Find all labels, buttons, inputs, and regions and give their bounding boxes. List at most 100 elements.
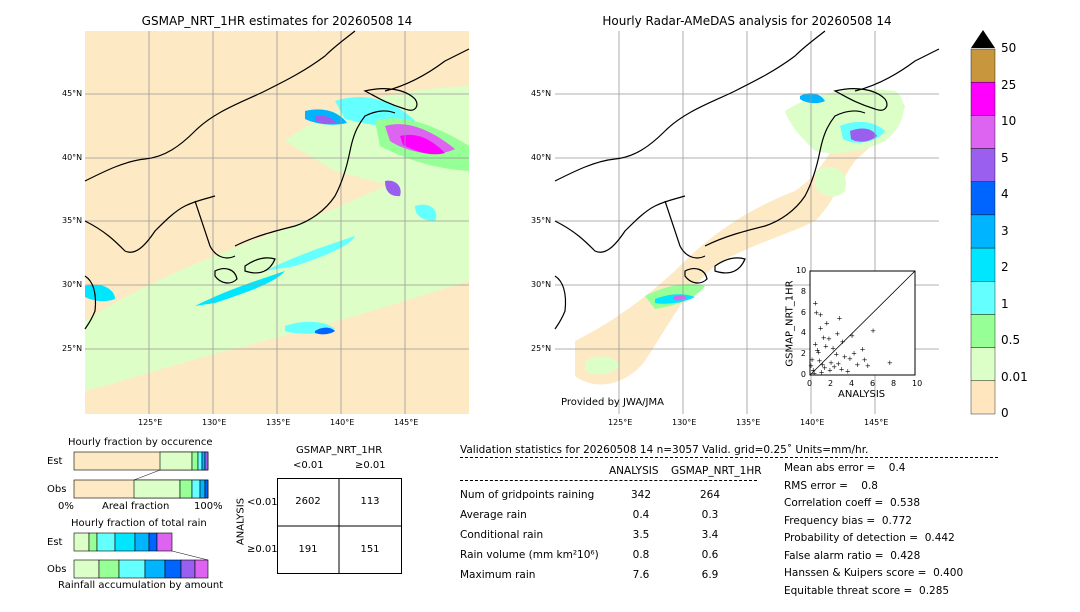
- total-rain-title: Hourly fraction of total rain: [71, 518, 207, 529]
- left-map-grid: [85, 31, 469, 414]
- inset-scatter-ylabel: GSMAP_NRT_1HR: [784, 280, 796, 367]
- validation-cell-label: Rain volume (mm km²10⁶): [460, 549, 599, 561]
- validation-cell-label: Average rain: [460, 509, 527, 521]
- scatter-y-tick: 6: [800, 307, 806, 317]
- colorbar-label: 50: [1001, 41, 1017, 55]
- colorbar-label: 0.5: [1001, 333, 1021, 347]
- scatter-x-tick: 4: [849, 379, 855, 388]
- colorbar-segment: [970, 148, 996, 182]
- occurrence-title: Hourly fraction by occurence: [68, 437, 213, 448]
- scatter-point: +: [834, 330, 840, 338]
- validation-cell-analysis: 0.4: [632, 509, 650, 521]
- scatter-point: +: [819, 368, 825, 376]
- scatter-point: +: [849, 332, 855, 340]
- scatter-point: +: [823, 342, 829, 350]
- scatter-x-tick: 8: [891, 379, 897, 388]
- contingency-col-header-ge: ≥0.01: [355, 460, 386, 471]
- left-map-title: GSMAP_NRT_1HR estimates for 20260508 14: [141, 14, 413, 28]
- colorbar-segment: [970, 181, 996, 216]
- scatter-point: +: [840, 338, 846, 346]
- scatter-x-tick: 0: [807, 379, 813, 388]
- scatter-point: +: [820, 361, 826, 369]
- right-map-title: Hourly Radar-AMeDAS analysis for 2026050…: [602, 14, 892, 28]
- colorbar-segment: [970, 115, 996, 149]
- colorbar-segment: [970, 281, 996, 315]
- scatter-point: +: [835, 360, 841, 368]
- left-lat-label-40: 40°N: [62, 153, 83, 162]
- scatter-x-tick: 2: [828, 379, 834, 388]
- contingency-cell-11: 151: [360, 544, 380, 555]
- validation-cell-gsmap: 3.4: [701, 529, 719, 541]
- scatter-x-tick: 10: [912, 379, 923, 388]
- total-rain-bars: [73, 532, 209, 579]
- validation-col-gsmap: GSMAP_NRT_1HR: [671, 465, 762, 477]
- validation-cell-label: Num of gridpoints raining: [460, 489, 595, 501]
- scatter-point: +: [826, 335, 832, 343]
- validation-score: Frequency bias = 0.772: [784, 514, 912, 527]
- left-lat-label-30: 30°N: [62, 280, 83, 289]
- right-lon-label-140: 140°E: [800, 418, 825, 427]
- occurrence-axis-right: 100%: [194, 501, 223, 512]
- validation-table-rule: [460, 480, 757, 481]
- scatter-diagonal: [809, 270, 916, 376]
- scatter-y-tick: 0: [800, 370, 806, 379]
- scatter-point: +: [810, 366, 816, 374]
- left-map-coastlines: [84, 30, 470, 330]
- scatter-point: +: [824, 320, 830, 328]
- contingency-title: GSMAP_NRT_1HR: [296, 445, 383, 456]
- scatter-point: +: [815, 349, 821, 357]
- left-lon-label-140: 140°E: [330, 418, 355, 427]
- contingency-cell-00: 2602: [295, 496, 321, 507]
- scatter-point: +: [811, 369, 817, 377]
- scatter-point: +: [870, 327, 876, 335]
- contingency-grid: [277, 478, 402, 574]
- scatter-point: +: [812, 340, 818, 348]
- scatter-point: +: [814, 347, 820, 355]
- validation-score: Equitable threat score = 0.285: [784, 584, 950, 597]
- validation-score: Mean abs error = 0.4: [784, 462, 906, 474]
- total-rain-row-obs: Obs: [47, 564, 67, 575]
- scatter-point: +: [821, 334, 827, 342]
- scatter-point: +: [847, 355, 853, 363]
- colorbar-label: 0.01: [1001, 369, 1028, 384]
- validation-cell-analysis: 3.5: [632, 529, 650, 541]
- occurrence-axis-mid: Areal fraction: [102, 501, 170, 512]
- validation-col-analysis: ANALYSIS: [609, 465, 659, 477]
- occurrence-row-est: Est: [47, 456, 63, 467]
- colorbar-label: 0: [1001, 406, 1009, 420]
- scatter-point: +: [845, 367, 851, 375]
- scatter-x-tick: 6: [870, 379, 876, 388]
- scatter-point: +: [842, 353, 848, 361]
- scatter-point: +: [808, 362, 814, 370]
- scatter-y-tick: 8: [800, 286, 806, 296]
- colorbar-label: 4: [1001, 187, 1009, 201]
- scatter-point: +: [830, 344, 836, 352]
- validation-cell-analysis: 0.8: [632, 549, 650, 561]
- scatter-point: +: [818, 311, 824, 319]
- validation-score: Correlation coeff = 0.538: [784, 497, 920, 509]
- scatter-point: +: [851, 350, 857, 358]
- scatter-point: +: [862, 356, 868, 364]
- validation-score: Hanssen & Kuipers score = 0.400: [784, 567, 964, 579]
- colorbar-segment: [970, 347, 996, 382]
- occurrence-bars: [73, 451, 209, 499]
- scatter-point: +: [887, 359, 893, 367]
- total-rain-footer: Rainfall accumulation by amount: [58, 580, 224, 591]
- right-map-credit: Provided by JWA/JMA: [561, 397, 664, 408]
- colorbar-segment: [970, 81, 996, 116]
- right-lon-label-145: 145°E: [864, 418, 889, 427]
- colorbar: [970, 30, 996, 415]
- left-lat-label-45: 45°N: [62, 89, 83, 98]
- right-lon-label-125: 125°E: [608, 418, 633, 427]
- scatter-point: +: [827, 366, 833, 374]
- occurrence-row-obs: Obs: [47, 484, 67, 495]
- contingency-cell-01: 113: [360, 496, 380, 507]
- validation-cell-gsmap: 264: [699, 489, 721, 501]
- colorbar-segment: [970, 314, 996, 348]
- scatter-point: +: [839, 365, 845, 373]
- right-lat-label-40: 40°N: [531, 153, 552, 162]
- scatter-point: +: [812, 300, 818, 308]
- occurrence-axis-left: 0%: [58, 501, 74, 512]
- scatter-y-tick: 4: [800, 328, 806, 338]
- scatter-point: +: [831, 363, 837, 371]
